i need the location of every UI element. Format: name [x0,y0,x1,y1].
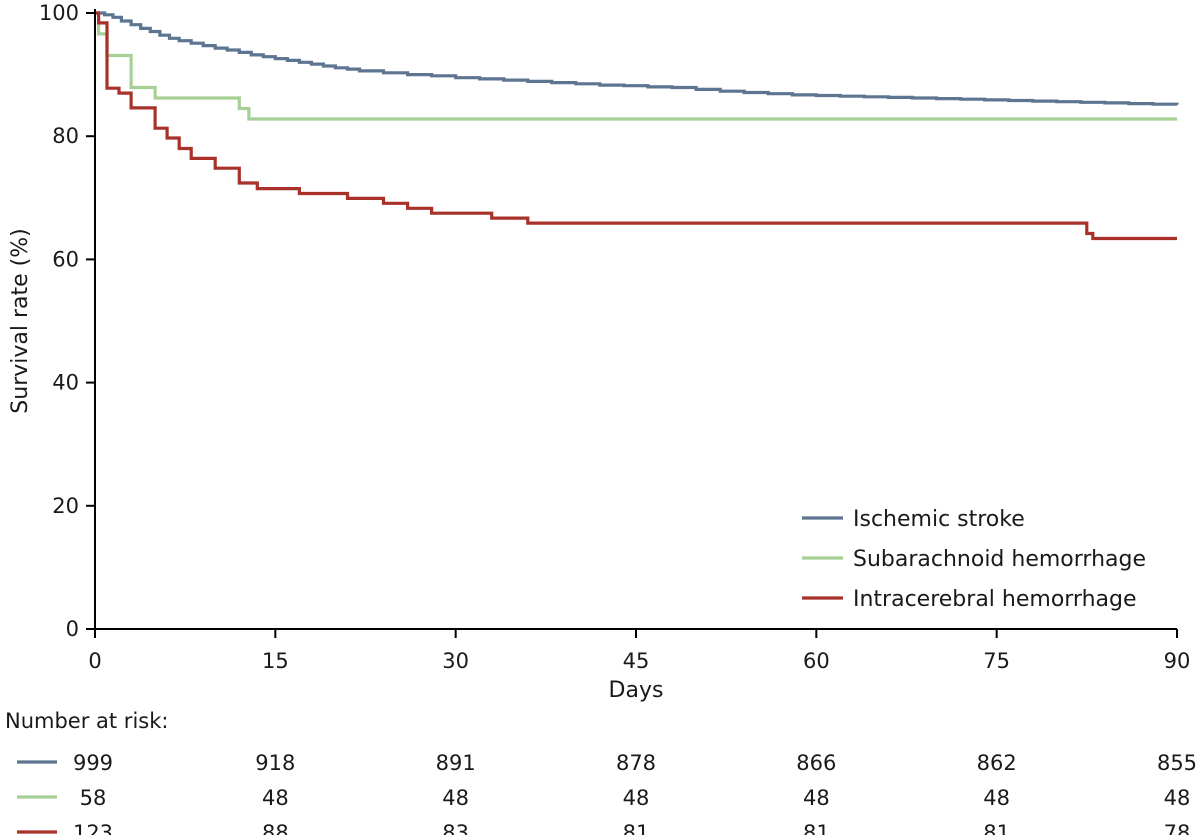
risk-value: 81 [983,821,1010,835]
risk-value: 999 [73,751,113,775]
risk-value: 48 [1164,786,1191,810]
risk-value: 891 [436,751,476,775]
series-line-3 [95,11,1177,241]
risk-value: 88 [262,821,289,835]
x-tick-label: 0 [88,649,101,673]
y-tick-label: 40 [52,371,79,395]
x-axis-title: Days [609,678,664,703]
risk-value: 48 [623,786,650,810]
legend-label: Subarachnoid hemorrhage [853,547,1146,572]
risk-value: 862 [977,751,1017,775]
risk-value: 83 [442,821,469,835]
risk-value: 48 [262,786,289,810]
series-line-2 [95,11,1177,121]
risk-value: 878 [616,751,656,775]
risk-value: 81 [803,821,830,835]
y-tick-label: 20 [52,494,79,518]
risk-value: 48 [442,786,469,810]
risk-value: 48 [983,786,1010,810]
x-axis: 0 15 30 45 60 75 90 [88,628,1191,673]
y-tick-label: 0 [66,617,79,641]
risk-value: 918 [255,751,295,775]
risk-value: 58 [80,786,107,810]
risk-value: 78 [1164,821,1191,835]
y-axis-title: Survival rate (%) [8,228,33,413]
y-axis: 0 20 40 60 80 100 [39,1,96,641]
risk-value: 48 [803,786,830,810]
risk-value: 81 [623,821,650,835]
legend: Ischemic stroke Subarachnoid hemorrhage In… [802,507,1146,612]
y-tick-label: 100 [39,1,79,25]
x-tick-label: 90 [1164,649,1191,673]
x-tick-label: 60 [803,649,830,673]
number-at-risk-table: Number at risk: 999 918 891 878 866 862 855 58 4… [5,709,1197,835]
risk-value: 866 [796,751,836,775]
x-tick-label: 75 [983,649,1010,673]
y-tick-label: 80 [52,124,79,148]
risk-value: 855 [1157,751,1197,775]
legend-label: Ischemic stroke [853,507,1025,532]
x-tick-label: 15 [262,649,289,673]
series-line-1 [95,11,1179,106]
risk-table-title: Number at risk: [5,709,168,733]
legend-label: Intracerebral hemorrhage [853,587,1137,612]
risk-value: 123 [73,821,113,835]
x-tick-label: 30 [442,649,469,673]
plot-area [95,11,1179,241]
y-tick-label: 60 [52,247,79,271]
x-tick-label: 45 [623,649,650,673]
